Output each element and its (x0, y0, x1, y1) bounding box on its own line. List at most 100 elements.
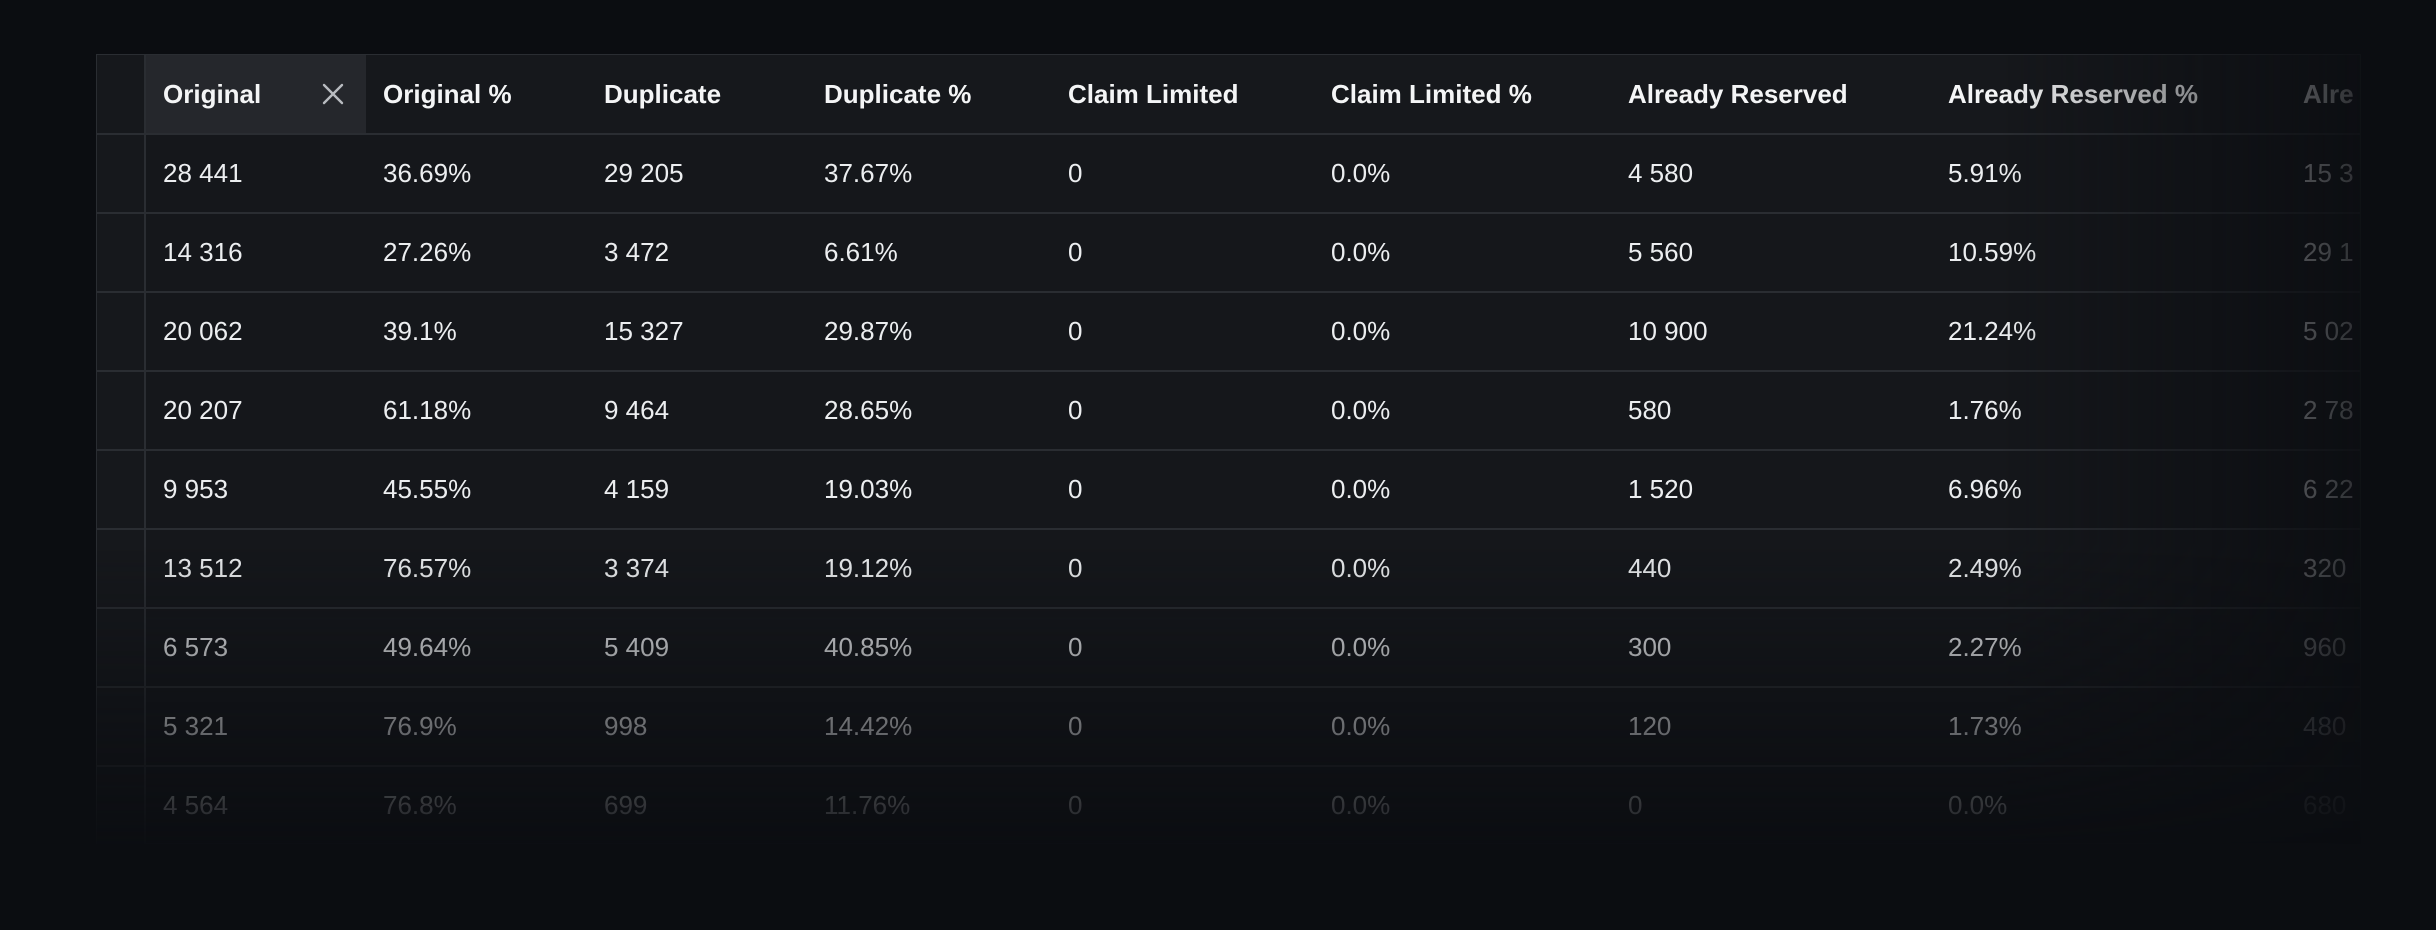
table-row: 13 512 76.57% 3 374 19.12% 0 0.0% 440 2.49% 320 (97, 530, 2360, 609)
table-cell: 45.55% (383, 474, 472, 504)
table-cell: 9 953 (163, 474, 229, 504)
table-cell: 0 (1628, 790, 1643, 820)
column-header-text: Original (163, 78, 262, 109)
table-cell: 3 374 (604, 553, 670, 583)
table-row: 28 441 36.69% 29 205 37.67% 0 0.0% 4 580 5.91% 1… (97, 135, 2360, 214)
table-cell: 40.85% (824, 632, 913, 662)
column-header[interactable]: Duplicate % (807, 55, 1051, 133)
row-gutter (97, 293, 146, 370)
table-cell: 4 564 (163, 790, 229, 820)
table-cell: 1.76% (1948, 395, 2022, 425)
table-cell: 28 441 (163, 158, 243, 188)
table-cell: 2 78 (2303, 395, 2354, 425)
table-cell: 0.0% (1331, 395, 1391, 425)
table-cell: 0.0% (1331, 474, 1391, 504)
table-cell: 0 (1068, 395, 1083, 425)
column-header[interactable]: Original % (366, 55, 587, 133)
table-cell: 20 207 (163, 395, 243, 425)
table-cell: 10.59% (1948, 237, 2037, 267)
table-cell: 5 321 (163, 711, 229, 741)
table-cell: 6 22 (2303, 474, 2354, 504)
table-cell: 76.8% (383, 790, 457, 820)
table-row: 6 573 49.64% 5 409 40.85% 0 0.0% 300 2.27% 960 (97, 609, 2360, 688)
column-header-text: Original % (383, 78, 512, 109)
table-cell: 15 327 (604, 316, 684, 346)
table-cell: 19.03% (824, 474, 913, 504)
table-cell: 5 560 (1628, 237, 1694, 267)
table-cell: 960 (2303, 632, 2347, 662)
table-cell: 0 (1068, 237, 1083, 267)
table-cell: 699 (604, 790, 648, 820)
table-cell: 9 464 (604, 395, 670, 425)
table-cell: 680 (2303, 790, 2347, 820)
data-table: Original Original % Duplicate Duplicate % Cl… (96, 54, 2361, 844)
row-gutter (97, 688, 146, 765)
table-cell: 11.76% (824, 790, 911, 820)
table-cell: 480 (2303, 711, 2347, 741)
table-row: 9 953 45.55% 4 159 19.03% 0 0.0% 1 520 6.96% 6 2… (97, 451, 2360, 530)
table-cell: 0.0% (1331, 158, 1391, 188)
table-cell: 1 520 (1628, 474, 1694, 504)
table-cell: 0 (1068, 316, 1083, 346)
table-cell: 0 (1068, 790, 1083, 820)
row-gutter (97, 767, 146, 844)
table-cell: 29.87% (824, 316, 913, 346)
column-header-text: Duplicate (604, 78, 722, 109)
column-header-text: Claim Limited % (1331, 78, 1532, 109)
table-cell: 5.91% (1948, 158, 2022, 188)
table-cell: 29 205 (604, 158, 684, 188)
table-row: 20 207 61.18% 9 464 28.65% 0 0.0% 580 1.76% 2 78 (97, 372, 2360, 451)
table-cell: 2.27% (1948, 632, 2022, 662)
table-cell: 76.9% (383, 711, 457, 741)
row-gutter (97, 451, 146, 528)
table-cell: 4 580 (1628, 158, 1694, 188)
row-gutter (97, 55, 146, 133)
column-header-text: Duplicate % (824, 78, 972, 109)
table-cell: 1.73% (1948, 711, 2022, 741)
table-cell: 0.0% (1331, 237, 1391, 267)
remove-icon[interactable] (322, 83, 344, 105)
table-cell: 0.0% (1331, 316, 1391, 346)
column-header[interactable]: Claim Limited (1051, 55, 1314, 133)
table-row: 4 564 76.8% 699 11.76% 0 0.0% 0 0.0% 680 (97, 767, 2360, 844)
column-header[interactable]: Alre (2286, 55, 2361, 133)
table-cell: 300 (1628, 632, 1672, 662)
column-header[interactable]: Original (146, 55, 366, 133)
table-cell: 6.61% (824, 237, 898, 267)
column-header[interactable]: Already Reserved (1611, 55, 1931, 133)
column-header[interactable]: Claim Limited % (1314, 55, 1611, 133)
table-cell: 39.1% (383, 316, 457, 346)
table-viewport: Original Original % Duplicate Duplicate % Cl… (96, 54, 2361, 844)
table-cell: 0.0% (1331, 632, 1391, 662)
table-cell: 13 512 (163, 553, 243, 583)
table-cell: 19.12% (824, 553, 913, 583)
row-gutter (97, 372, 146, 449)
table-cell: 20 062 (163, 316, 243, 346)
table-cell: 28.65% (824, 395, 913, 425)
table-cell: 6 573 (163, 632, 229, 662)
table-cell: 37.67% (824, 158, 913, 188)
column-header[interactable]: Already Reserved % (1931, 55, 2286, 133)
column-header-text: Alre (2303, 78, 2354, 109)
table-cell: 4 159 (604, 474, 670, 504)
table-cell: 0.0% (1331, 711, 1391, 741)
table-cell: 0 (1068, 632, 1083, 662)
table-row: 14 316 27.26% 3 472 6.61% 0 0.0% 5 560 10.59% 29… (97, 214, 2360, 293)
table-cell: 14.42% (824, 711, 913, 741)
table-cell: 998 (604, 711, 648, 741)
row-gutter (97, 135, 146, 212)
table-cell: 5 02 (2303, 316, 2354, 346)
table-cell: 6.96% (1948, 474, 2022, 504)
column-header-text: Already Reserved (1628, 78, 1848, 109)
table-cell: 0 (1068, 711, 1083, 741)
table-cell: 76.57% (383, 553, 472, 583)
table-row: 5 321 76.9% 998 14.42% 0 0.0% 120 1.73% 480 (97, 688, 2360, 767)
table-cell: 14 316 (163, 237, 243, 267)
column-header[interactable]: Duplicate (587, 55, 807, 133)
row-gutter (97, 214, 146, 291)
table-cell: 0 (1068, 158, 1083, 188)
table-cell: 5 409 (604, 632, 670, 662)
table-cell: 120 (1628, 711, 1672, 741)
row-gutter (97, 530, 146, 607)
